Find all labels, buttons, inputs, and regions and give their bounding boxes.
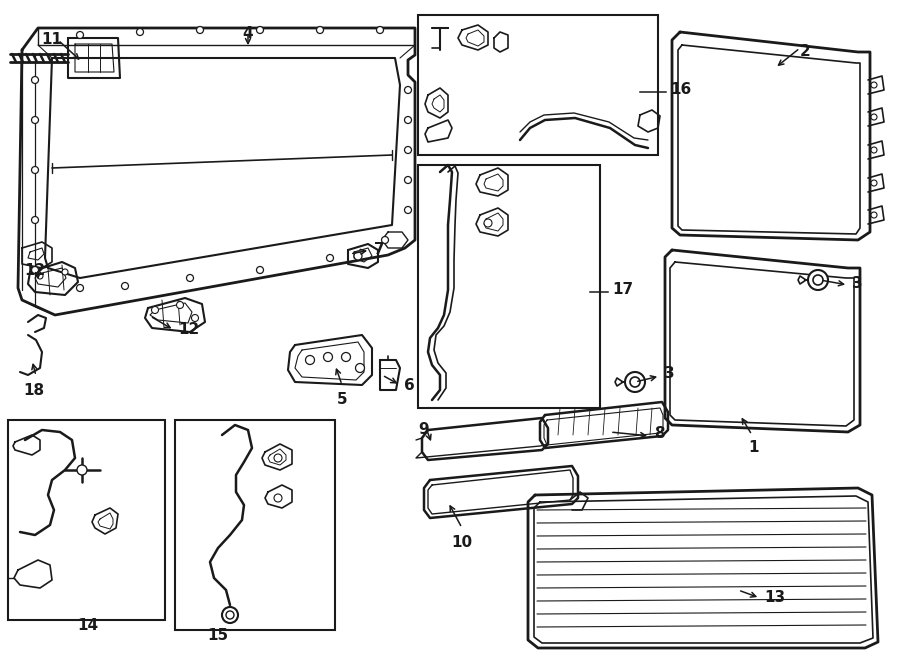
Circle shape (404, 116, 411, 124)
Circle shape (62, 269, 68, 275)
Circle shape (630, 377, 640, 387)
Circle shape (222, 607, 238, 623)
Circle shape (871, 114, 877, 120)
Circle shape (376, 26, 383, 34)
Circle shape (274, 494, 282, 502)
Circle shape (226, 611, 234, 619)
Circle shape (137, 28, 143, 36)
Text: 18: 18 (23, 383, 45, 398)
Circle shape (327, 254, 334, 262)
Circle shape (305, 356, 314, 364)
Text: 16: 16 (670, 83, 691, 98)
Circle shape (256, 26, 264, 34)
Text: 14: 14 (77, 619, 99, 633)
Text: 3: 3 (664, 366, 675, 381)
Circle shape (404, 87, 411, 93)
Circle shape (176, 301, 184, 309)
Text: 13: 13 (764, 590, 785, 605)
Circle shape (317, 26, 323, 34)
Text: 4: 4 (243, 26, 253, 41)
Text: 6: 6 (404, 379, 415, 393)
Circle shape (37, 273, 43, 279)
Circle shape (354, 252, 362, 260)
Circle shape (625, 372, 645, 392)
Text: 5: 5 (337, 392, 347, 407)
Circle shape (404, 147, 411, 153)
Bar (8, 420, 165, 620)
Circle shape (151, 307, 158, 313)
Circle shape (274, 454, 282, 462)
Text: 12: 12 (178, 323, 199, 338)
Circle shape (813, 275, 823, 285)
Text: 15: 15 (207, 629, 229, 644)
Circle shape (323, 352, 332, 362)
Text: 3: 3 (852, 276, 862, 292)
Circle shape (76, 284, 84, 292)
Circle shape (76, 32, 84, 38)
Circle shape (196, 26, 203, 34)
Bar (418, 15, 658, 155)
Circle shape (77, 465, 87, 475)
Circle shape (122, 282, 129, 290)
Text: 9: 9 (418, 422, 429, 437)
Circle shape (404, 206, 411, 214)
Text: 8: 8 (654, 426, 664, 442)
Circle shape (32, 77, 39, 83)
Circle shape (871, 82, 877, 88)
Text: 12: 12 (24, 263, 46, 278)
Text: 1: 1 (749, 440, 760, 455)
Circle shape (484, 219, 492, 227)
Text: 7: 7 (374, 241, 384, 256)
Circle shape (32, 116, 39, 124)
Text: 11: 11 (41, 32, 62, 47)
Text: 10: 10 (452, 535, 472, 550)
Circle shape (32, 217, 39, 223)
Circle shape (808, 270, 828, 290)
Text: 2: 2 (799, 44, 810, 59)
Circle shape (356, 364, 364, 373)
Circle shape (341, 352, 350, 362)
Circle shape (871, 180, 877, 186)
Text: 17: 17 (612, 282, 633, 297)
Circle shape (871, 212, 877, 218)
Circle shape (871, 147, 877, 153)
Bar (175, 420, 335, 630)
Circle shape (404, 176, 411, 184)
Circle shape (32, 167, 39, 173)
Circle shape (186, 274, 194, 282)
Circle shape (32, 266, 39, 274)
Circle shape (192, 315, 199, 321)
Circle shape (382, 237, 389, 243)
Bar (418, 165, 600, 408)
Circle shape (256, 266, 264, 274)
